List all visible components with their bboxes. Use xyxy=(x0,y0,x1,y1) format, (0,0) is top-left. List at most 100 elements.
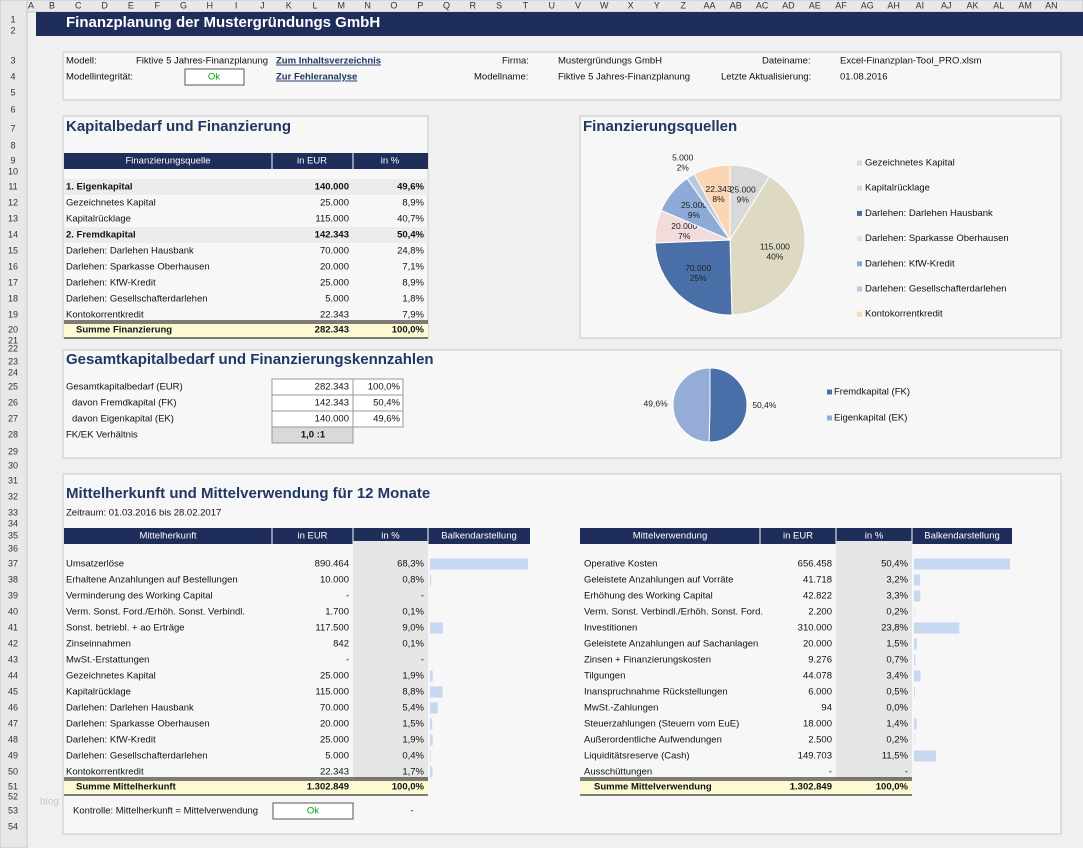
value-box xyxy=(271,426,354,444)
column-header-text: Balkendarstellung xyxy=(924,531,1000,542)
row-header: 51 xyxy=(8,781,18,791)
column-header: AD xyxy=(782,0,795,10)
row-label: Ausschüttungen xyxy=(584,767,652,778)
column-header-text: Finanzierungsquelle xyxy=(125,156,210,167)
row-header: 4 xyxy=(10,71,15,81)
legend-swatch xyxy=(857,236,862,242)
percent: 3,3% xyxy=(886,591,908,602)
page-title: Finanzplanung der Mustergründungs GmbH xyxy=(66,14,380,31)
pie-label: 25.000 xyxy=(730,185,756,195)
row-header: 36 xyxy=(8,543,18,553)
pie-label: 8% xyxy=(712,194,725,204)
pie-label: 20.000 xyxy=(671,221,697,231)
bar xyxy=(914,622,960,634)
pie-label: 25% xyxy=(690,273,707,283)
amount: 656.458 xyxy=(798,559,832,570)
row-label: Investitionen xyxy=(584,623,637,634)
percent: 50,4% xyxy=(373,398,400,409)
table-header xyxy=(64,153,428,169)
row-label: Umsatzerlöse xyxy=(66,559,124,570)
percent: 1,5% xyxy=(402,719,424,730)
pie-label: 115.000 xyxy=(760,241,790,251)
status-box xyxy=(272,802,354,820)
hyperlink[interactable]: Zur Fehleranalyse xyxy=(276,72,357,83)
amount: 18.000 xyxy=(803,719,832,730)
amount: 5.000 xyxy=(325,294,349,305)
amount: 149.703 xyxy=(798,751,832,762)
percent: 49,6% xyxy=(397,182,424,193)
percent: 9,0% xyxy=(402,623,424,634)
amount: 22.343 xyxy=(320,767,349,778)
percent: - xyxy=(421,655,424,666)
row-label: Operative Kosten xyxy=(584,559,657,570)
total-amount: 282.343 xyxy=(315,325,349,336)
row-header: 50 xyxy=(8,766,18,776)
bar xyxy=(430,558,528,570)
row-label: Zinsen + Finanzierungskosten xyxy=(584,655,711,666)
pie-label: 22.343 xyxy=(706,184,732,194)
column-header-text: in % xyxy=(865,531,884,542)
row-label: 2. Fremdkapital xyxy=(66,230,136,241)
amount: 20.000 xyxy=(320,719,349,730)
total-label: Summe Mittelverwendung xyxy=(594,782,712,793)
percent: 50,4% xyxy=(881,559,908,570)
pie-label: 7% xyxy=(678,231,691,241)
column-header-text: in EUR xyxy=(783,531,813,542)
amount: - xyxy=(829,767,832,778)
column-header: M xyxy=(338,0,346,10)
info-text: 01.08.2016 xyxy=(840,72,888,83)
row-header: 48 xyxy=(8,734,18,744)
column-header: L xyxy=(312,0,317,10)
percent: 11,5% xyxy=(882,751,909,762)
row-header: 39 xyxy=(8,590,18,600)
column-header: W xyxy=(600,0,609,10)
row-header: 34 xyxy=(8,518,18,528)
row-label: davon Eigenkapital (EK) xyxy=(72,414,174,425)
row-header: 38 xyxy=(8,574,18,584)
kennzahlen-panel xyxy=(62,349,1062,459)
check-diff: - xyxy=(410,806,413,817)
pie-label: 40% xyxy=(766,251,783,261)
row-header: 32 xyxy=(8,491,18,501)
row-label: Kontokorrentkredit xyxy=(66,310,144,321)
info-text: Dateiname: xyxy=(762,56,811,67)
bar xyxy=(430,622,443,634)
amount: 22.343 xyxy=(320,310,349,321)
amount: 2.500 xyxy=(808,735,832,746)
column-header: AA xyxy=(703,0,715,10)
percent: 5,4% xyxy=(402,703,424,714)
amount: 1.700 xyxy=(325,607,349,618)
row-header: 49 xyxy=(8,750,18,760)
column-header: AB xyxy=(730,0,742,10)
row-label: Zinseinnahmen xyxy=(66,639,131,650)
hyperlink[interactable]: Zum Inhaltsverzeichnis xyxy=(276,56,381,67)
column-header: F xyxy=(154,0,160,10)
amount: 94 xyxy=(821,703,832,714)
percent-column xyxy=(353,541,428,780)
bar xyxy=(430,718,433,730)
column-header: AJ xyxy=(941,0,952,10)
column-header-text: in EUR xyxy=(297,531,327,542)
section-title: Gesamtkapitalbedarf und Finanzierungsken… xyxy=(66,351,434,368)
row-header: 13 xyxy=(8,213,18,223)
amount: 115.000 xyxy=(315,214,349,225)
column-header: G xyxy=(180,0,187,10)
row-header: 35 xyxy=(8,530,18,540)
row-label: Darlehen: Darlehen Hausbank xyxy=(66,246,194,257)
pie-label: 50,4% xyxy=(752,400,777,410)
percent: 1,8% xyxy=(402,294,424,305)
row-label: Kapitalrücklage xyxy=(66,687,131,698)
pie-label: 2% xyxy=(677,163,690,173)
percent: 1,9% xyxy=(402,735,424,746)
row-header: 53 xyxy=(8,805,18,815)
group-row xyxy=(64,227,428,243)
row-header: 31 xyxy=(8,475,18,485)
amount: 140.000 xyxy=(315,414,349,425)
row-header: 43 xyxy=(8,654,18,664)
column-header: D xyxy=(101,0,108,10)
row-label: Darlehen: KfW-Kredit xyxy=(66,735,156,746)
row-label: 1. Eigenkapital xyxy=(66,182,133,193)
row-header: 8 xyxy=(10,140,15,150)
percent: 68,3% xyxy=(397,559,424,570)
table-header xyxy=(64,528,530,544)
